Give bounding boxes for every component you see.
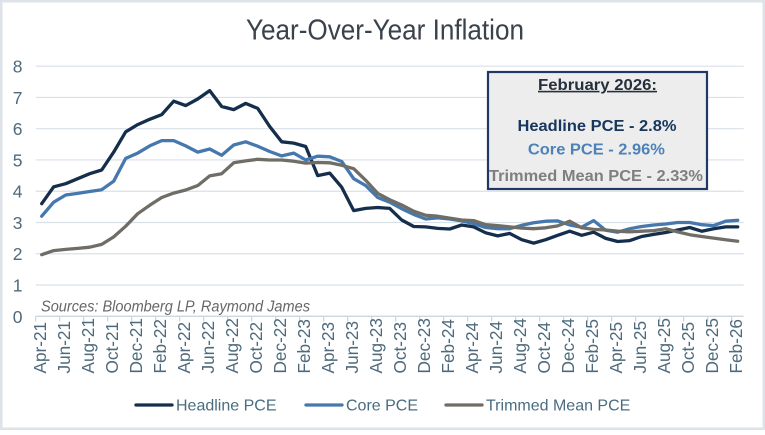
svg-text:Core PCE - 2.96%: Core PCE - 2.96% (528, 142, 665, 159)
svg-text:Jun-24: Jun-24 (486, 321, 506, 374)
svg-text:Oct-23: Oct-23 (390, 322, 410, 374)
svg-text:Feb-26: Feb-26 (726, 319, 746, 373)
svg-text:6: 6 (13, 119, 23, 139)
svg-text:Aug-23: Aug-23 (366, 318, 386, 373)
svg-text:Headline PCE: Headline PCE (176, 398, 277, 415)
svg-text:Dec-25: Dec-25 (702, 318, 722, 373)
svg-text:Oct-22: Oct-22 (246, 322, 266, 374)
svg-text:3: 3 (13, 213, 23, 233)
svg-text:Dec-23: Dec-23 (414, 318, 434, 373)
svg-text:Jun-21: Jun-21 (54, 321, 74, 374)
svg-text:Trimmed Mean PCE - 2.33%: Trimmed Mean PCE - 2.33% (489, 168, 703, 185)
svg-text:February 2026:: February 2026: (538, 77, 657, 94)
svg-text:Jun-22: Jun-22 (198, 321, 218, 374)
svg-text:Apr-25: Apr-25 (606, 322, 626, 374)
svg-text:Oct-24: Oct-24 (534, 321, 554, 373)
svg-text:4: 4 (13, 182, 23, 202)
svg-text:Jun-25: Jun-25 (630, 321, 650, 374)
svg-text:1: 1 (13, 276, 23, 296)
svg-text:Feb-24: Feb-24 (438, 319, 458, 374)
svg-text:Year-Over-Year Inflation: Year-Over-Year Inflation (246, 14, 524, 46)
svg-text:Headline PCE - 2.8%: Headline PCE - 2.8% (518, 118, 677, 135)
svg-text:Aug-21: Aug-21 (78, 318, 98, 373)
svg-text:Dec-24: Dec-24 (558, 318, 578, 374)
svg-text:Trimmed Mean PCE: Trimmed Mean PCE (486, 398, 630, 415)
svg-text:Feb-25: Feb-25 (582, 319, 602, 373)
svg-text:Sources: Bloomberg LP, Raymond: Sources: Bloomberg LP, Raymond James (41, 299, 310, 316)
svg-text:Aug-25: Aug-25 (654, 318, 674, 373)
svg-text:7: 7 (13, 88, 23, 108)
svg-text:Dec-22: Dec-22 (270, 318, 290, 373)
svg-text:8: 8 (13, 57, 23, 77)
svg-text:Aug-24: Aug-24 (510, 318, 530, 374)
svg-text:Jun-23: Jun-23 (342, 321, 362, 374)
svg-text:Oct-25: Oct-25 (678, 322, 698, 374)
svg-text:Apr-21: Apr-21 (30, 322, 50, 374)
svg-text:Apr-24: Apr-24 (462, 321, 482, 373)
svg-text:5: 5 (13, 150, 23, 170)
svg-text:Dec-21: Dec-21 (126, 318, 146, 373)
svg-text:Feb-22: Feb-22 (150, 319, 170, 373)
svg-text:0: 0 (13, 307, 23, 327)
svg-text:Oct-21: Oct-21 (102, 322, 122, 374)
svg-text:Feb-23: Feb-23 (294, 319, 314, 373)
svg-text:Apr-22: Apr-22 (174, 322, 194, 374)
svg-text:Aug-22: Aug-22 (222, 318, 242, 373)
svg-text:Core PCE: Core PCE (346, 398, 418, 415)
svg-text:2: 2 (13, 244, 23, 264)
svg-text:Apr-23: Apr-23 (318, 322, 338, 374)
